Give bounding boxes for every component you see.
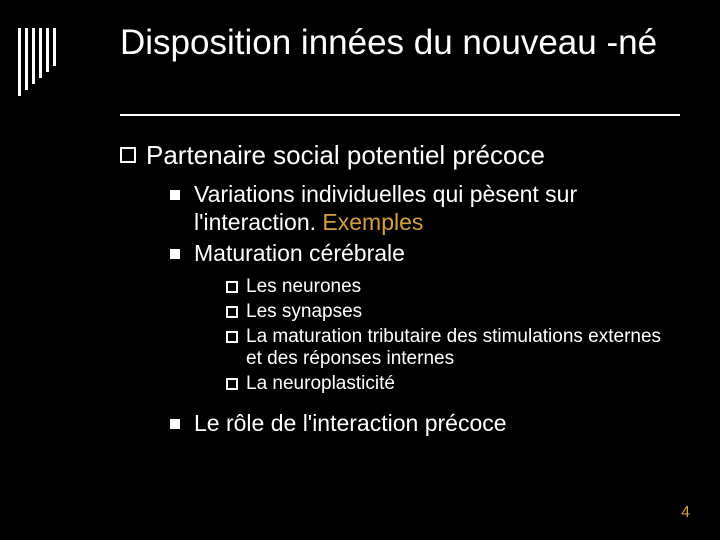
list-item: La neuroplasticité — [226, 373, 680, 396]
list-item: La maturation tributaire des stimulation… — [226, 326, 680, 372]
list-item-text: La neuroplasticité — [246, 373, 395, 396]
list-item: Partenaire social potentiel précoce — [120, 140, 680, 171]
accent-text: Exemples — [322, 209, 423, 235]
list-item-text: Variations individuelles qui pèsent sur … — [194, 181, 680, 236]
bullet-solid-square-icon — [170, 249, 180, 259]
bullet-outline-square-icon — [226, 331, 238, 343]
decorative-side-lines — [18, 28, 56, 96]
list-item-text: Le rôle de l'interaction précoce — [194, 410, 507, 438]
text-span: Maturation cérébrale — [194, 240, 405, 266]
bullet-outline-square-icon — [226, 281, 238, 293]
list-item-text: Maturation cérébrale — [194, 240, 405, 268]
side-line — [18, 28, 21, 96]
slide-content: Partenaire social potentiel précoce Varia… — [120, 140, 680, 438]
side-line — [53, 28, 56, 66]
slide: Disposition innées du nouveau -né Parten… — [0, 0, 720, 540]
list-item-text: Les synapses — [246, 301, 362, 324]
page-number: 4 — [681, 504, 690, 522]
bullet-outline-square-icon — [226, 378, 238, 390]
list-item: Les neurones — [226, 276, 680, 299]
side-line — [25, 28, 28, 90]
side-line — [32, 28, 35, 84]
bullet-solid-square-icon — [170, 419, 180, 429]
list-item-text: Les neurones — [246, 276, 361, 299]
list-item: Variations individuelles qui pèsent sur … — [170, 181, 680, 236]
list-item: Le rôle de l'interaction précoce — [170, 410, 680, 438]
list-item: Les synapses — [226, 301, 680, 324]
list-item-text: Partenaire social potentiel précoce — [146, 140, 545, 171]
bullet-solid-square-icon — [170, 190, 180, 200]
list-item: Maturation cérébrale — [170, 240, 680, 268]
side-line — [39, 28, 42, 78]
bullet-outline-square-icon — [226, 306, 238, 318]
list-item-text: La maturation tributaire des stimulation… — [246, 326, 680, 372]
slide-title: Disposition innées du nouveau -né — [120, 24, 680, 63]
title-underline — [120, 114, 680, 116]
side-line — [46, 28, 49, 72]
bullet-outline-square-icon — [120, 147, 136, 163]
